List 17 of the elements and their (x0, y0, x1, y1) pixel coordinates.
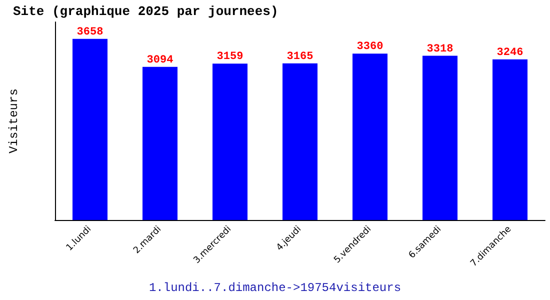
bar (352, 54, 388, 220)
data-label: 3094 (146, 54, 174, 66)
data-label: 3159 (216, 51, 244, 64)
data-label: 3360 (356, 41, 384, 54)
bar (142, 66, 178, 220)
bar (422, 56, 458, 220)
bar (492, 59, 528, 220)
data-label: 3658 (76, 26, 104, 38)
data-label: 3246 (496, 46, 524, 59)
bar (212, 64, 248, 220)
text: 1.lundi..7.dimanche->19754visiteurs (148, 281, 402, 295)
y-axis-title: Visiteurs (7, 88, 21, 154)
bar (72, 38, 108, 220)
data-label: 3165 (286, 50, 314, 63)
data-label: 3318 (426, 43, 454, 56)
chart-title: Site (graphique 2025 par journees) (13, 4, 278, 19)
bar (282, 63, 318, 220)
